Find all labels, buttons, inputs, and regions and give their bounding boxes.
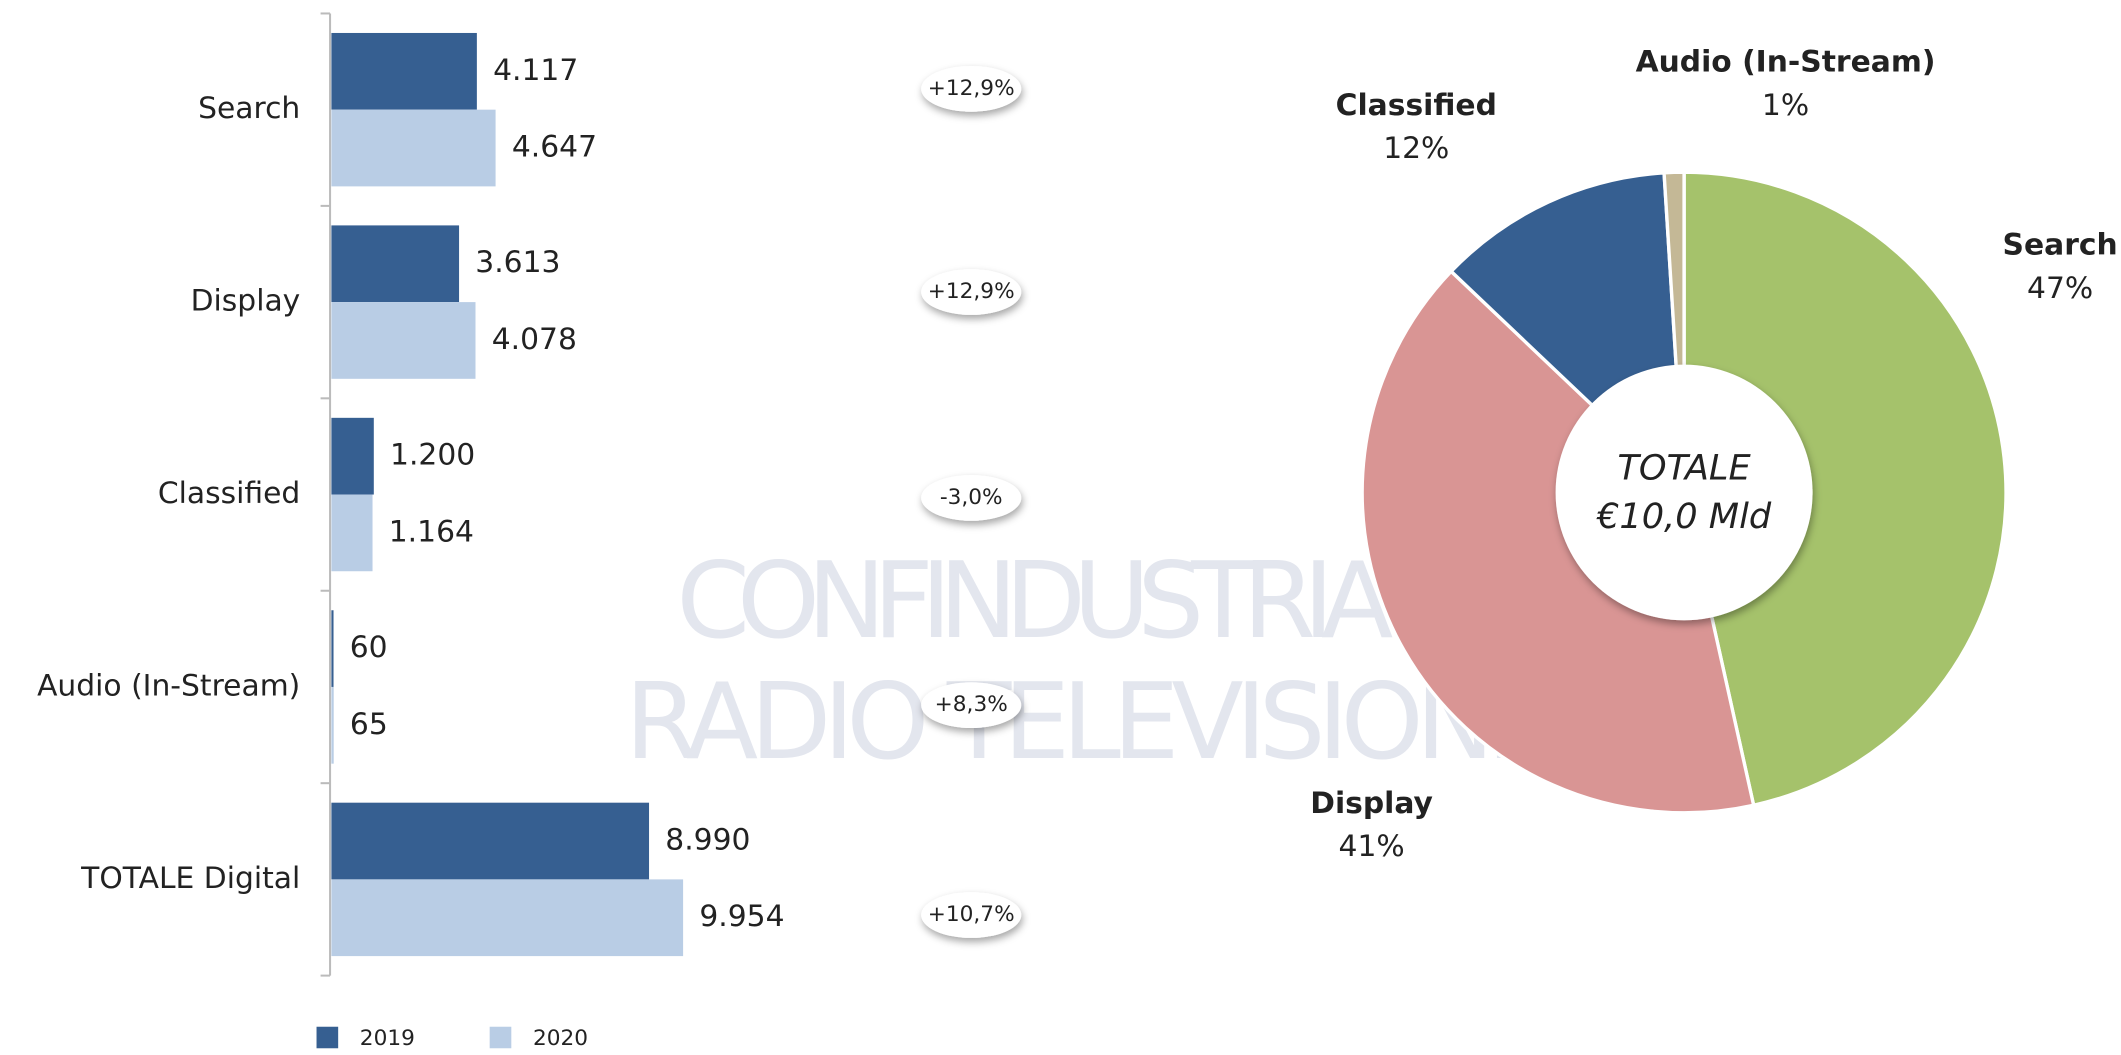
slice-name: Audio (In-Stream)	[1636, 44, 1936, 79]
value-label: 8.990	[665, 822, 750, 857]
donut-slice	[1360, 269, 1756, 815]
slice-value: 41%	[1339, 828, 1405, 863]
annotation-pill	[921, 269, 1022, 315]
value-label: 3.613	[475, 244, 560, 279]
bar	[331, 802, 650, 880]
value-label: 4.078	[492, 321, 577, 356]
category-label: Audio (In-Stream)	[37, 668, 300, 703]
annotation-pill	[921, 65, 1022, 112]
slice-value: 47%	[2027, 270, 2093, 305]
annotation-pill	[921, 475, 1022, 521]
legend-swatch	[489, 1026, 512, 1049]
bar	[331, 417, 374, 495]
slice-value: 12%	[1383, 130, 1449, 165]
slice-name: Search	[2003, 227, 2118, 262]
value-label: 65	[350, 706, 388, 741]
value-label: 4.647	[512, 129, 597, 164]
annotation: +10,7%	[928, 902, 1015, 927]
bar	[331, 302, 476, 379]
bar-chart: Search 4.117 4.647 +12,9% Display 3.613 4.078 +…	[37, 12, 1022, 1051]
annotation: +8,3%	[935, 692, 1008, 717]
watermark: CONFINDUSTRIA RADIO TELEVISIONI	[625, 539, 1518, 783]
bar	[331, 494, 373, 572]
annotation: +12,9%	[928, 279, 1015, 304]
bar	[331, 32, 477, 110]
value-label: 1.200	[390, 437, 475, 472]
slice-name: Classified	[1336, 87, 1497, 122]
bar	[331, 879, 684, 957]
value-label: 4.117	[493, 52, 578, 87]
donut-slice	[1682, 170, 2008, 808]
bar	[331, 225, 460, 303]
category-label: Search	[198, 90, 300, 125]
annotation-pill	[921, 682, 1022, 729]
center-text: TOTALE	[1617, 448, 1751, 489]
value-label: 60	[350, 629, 388, 664]
bar	[331, 109, 496, 187]
watermark-line: CONFINDUSTRIA	[676, 539, 1393, 662]
annotation: -3,0%	[940, 485, 1003, 510]
donut-chart: TOTALE €10,0 Mld Search 47% Display 41% Classi…	[1310, 44, 2117, 863]
value-label: 9.954	[699, 898, 784, 933]
donut-hole	[1555, 364, 1813, 621]
annotation: +12,9%	[928, 76, 1015, 101]
annotation-pill	[921, 892, 1022, 938]
legend-label: 2019	[360, 1026, 415, 1051]
legend-label: 2020	[533, 1026, 588, 1051]
center-text: €10,0 Mld	[1596, 496, 1772, 537]
category-label: Classified	[158, 475, 300, 510]
watermark-line: RADIO TELEVISIONI	[625, 660, 1518, 783]
category-label: TOTALE Digital	[80, 860, 300, 895]
bar	[331, 610, 334, 687]
value-label: 1.164	[389, 513, 474, 548]
slice-name: Display	[1310, 785, 1433, 820]
category-label: Display	[191, 283, 301, 318]
bar	[331, 686, 334, 764]
slice-value: 1%	[1762, 87, 1809, 122]
legend-swatch	[316, 1026, 339, 1049]
